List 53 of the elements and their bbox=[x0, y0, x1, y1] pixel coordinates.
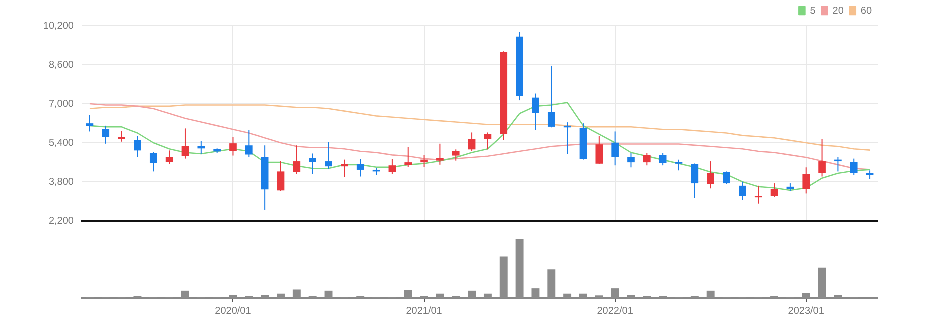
candlestick bbox=[420, 154, 428, 168]
candlestick bbox=[309, 153, 316, 175]
candlestick bbox=[118, 130, 126, 142]
candlestick bbox=[770, 183, 778, 198]
candlestick bbox=[182, 128, 190, 160]
candlestick bbox=[325, 142, 332, 170]
x-tick-label: 2022/01 bbox=[597, 306, 634, 317]
legend-label: 60 bbox=[860, 6, 872, 17]
candlestick bbox=[612, 131, 619, 166]
candlestick bbox=[484, 132, 492, 150]
y-tick-label: 2,200 bbox=[48, 216, 74, 227]
y-tick-label: 3,800 bbox=[48, 176, 74, 188]
candlestick bbox=[86, 114, 94, 132]
candlestick bbox=[818, 138, 826, 178]
candlestick bbox=[246, 130, 253, 158]
candlestick bbox=[277, 161, 285, 192]
candlestick bbox=[596, 136, 604, 165]
candlestick bbox=[548, 65, 556, 128]
candlestick bbox=[452, 149, 460, 162]
y-tick-label: 7,000 bbox=[48, 98, 74, 110]
x-tick-label: 2020/01 bbox=[215, 306, 252, 317]
candlestick bbox=[802, 167, 810, 194]
candlestick bbox=[150, 152, 158, 172]
candlestick bbox=[739, 181, 746, 201]
candlestick bbox=[644, 152, 651, 166]
candlestick bbox=[532, 93, 540, 131]
legend-label: 20 bbox=[832, 6, 844, 17]
candlestick bbox=[436, 143, 444, 166]
x-tick-label: 2021/01 bbox=[406, 306, 443, 317]
y-tick-label: 5,400 bbox=[48, 138, 74, 149]
candlestick bbox=[134, 136, 142, 158]
candlestick bbox=[850, 158, 858, 176]
legend-label: 5 bbox=[810, 6, 816, 17]
candlestick bbox=[675, 159, 683, 172]
candlestick bbox=[293, 145, 301, 175]
candlestick bbox=[691, 163, 699, 199]
y-tick-label: 10,200 bbox=[43, 20, 74, 32]
candlestick bbox=[707, 161, 714, 190]
x-tick-label: 2023/01 bbox=[788, 306, 825, 317]
candlestick bbox=[102, 125, 110, 144]
candlestick bbox=[723, 171, 730, 185]
candlestick bbox=[659, 152, 667, 166]
candlestick bbox=[230, 136, 237, 156]
candlestick bbox=[388, 158, 396, 175]
candlestick bbox=[341, 159, 348, 178]
candlestick bbox=[166, 150, 174, 165]
candlestick bbox=[834, 156, 842, 172]
y-tick-label: 8,600 bbox=[48, 60, 74, 71]
candlestick bbox=[356, 158, 364, 178]
candlestick bbox=[754, 185, 762, 204]
candlestick bbox=[628, 152, 635, 168]
candlestick bbox=[404, 146, 412, 168]
candlestick bbox=[468, 132, 476, 152]
